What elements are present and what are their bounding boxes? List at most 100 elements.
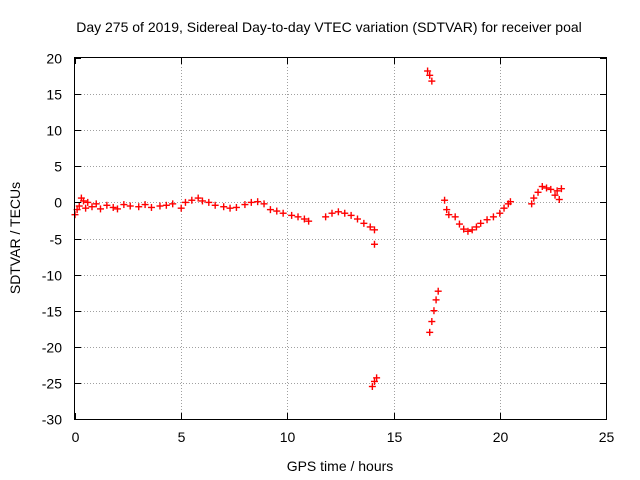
chart-title: Day 275 of 2019, Sidereal Day-to-day VTE… bbox=[76, 19, 582, 35]
data-point bbox=[430, 307, 438, 315]
data-point bbox=[188, 196, 196, 204]
data-point bbox=[477, 219, 485, 227]
data-point bbox=[368, 383, 376, 391]
y-tick-label: -15 bbox=[42, 304, 62, 320]
data-point bbox=[489, 213, 497, 221]
x-tick-label: 20 bbox=[493, 429, 509, 445]
y-tick-label: 20 bbox=[46, 51, 62, 67]
data-point bbox=[169, 200, 177, 208]
y-tick-label: -30 bbox=[42, 412, 62, 428]
data-point bbox=[434, 287, 442, 295]
data-point bbox=[260, 200, 268, 208]
data-point bbox=[79, 197, 87, 205]
data-point bbox=[428, 77, 436, 85]
data-point bbox=[211, 201, 219, 209]
data-point bbox=[305, 217, 313, 225]
data-point bbox=[162, 201, 170, 209]
data-point bbox=[426, 71, 434, 79]
data-point bbox=[528, 200, 536, 208]
data-point bbox=[328, 209, 336, 217]
x-tick-label: 5 bbox=[178, 429, 186, 445]
data-point bbox=[366, 223, 374, 231]
x-tick-label: 15 bbox=[387, 429, 403, 445]
data-point bbox=[373, 374, 381, 382]
data-point bbox=[84, 198, 92, 206]
data-point bbox=[181, 198, 189, 206]
data-point bbox=[88, 203, 96, 211]
data-point bbox=[443, 206, 451, 214]
plot-frame bbox=[74, 57, 607, 420]
data-point bbox=[135, 203, 143, 211]
x-tick-label: 10 bbox=[280, 429, 296, 445]
y-tick-label: -20 bbox=[42, 340, 62, 356]
data-point bbox=[370, 240, 378, 248]
data-point bbox=[496, 209, 504, 217]
data-point bbox=[92, 200, 100, 208]
x-axis-label: GPS time / hours bbox=[287, 458, 394, 474]
data-point bbox=[551, 191, 559, 199]
data-point bbox=[472, 223, 480, 231]
data-point bbox=[483, 216, 491, 224]
data-point bbox=[198, 197, 206, 205]
data-point bbox=[279, 209, 287, 217]
data-point bbox=[464, 227, 472, 235]
data-point bbox=[322, 213, 330, 221]
tick-layer: 0 5 10 15 20 25 -30 -25 -20 -15 -10 -5 0 5 10 15 20 bbox=[42, 51, 615, 446]
data-point bbox=[455, 220, 463, 228]
data-point bbox=[460, 225, 468, 233]
data-point bbox=[432, 296, 440, 304]
data-point bbox=[103, 201, 111, 209]
data-layer bbox=[71, 67, 565, 391]
y-tick-label: 10 bbox=[46, 123, 62, 139]
data-point bbox=[341, 209, 349, 217]
data-point bbox=[530, 194, 538, 202]
data-point bbox=[247, 198, 255, 206]
data-point bbox=[266, 206, 274, 214]
grid-layer bbox=[75, 58, 606, 419]
data-point bbox=[109, 203, 117, 211]
x-tick-label: 25 bbox=[599, 429, 615, 445]
data-point bbox=[555, 196, 563, 204]
data-point bbox=[445, 211, 453, 219]
data-point bbox=[468, 226, 476, 234]
y-tick-label: -10 bbox=[42, 268, 62, 284]
data-point bbox=[288, 211, 296, 219]
data-point bbox=[254, 198, 262, 206]
data-point bbox=[177, 204, 185, 212]
data-point bbox=[334, 208, 342, 216]
y-tick-label: 5 bbox=[54, 159, 62, 175]
data-point bbox=[353, 215, 361, 223]
data-point bbox=[506, 198, 514, 206]
data-point bbox=[120, 201, 128, 209]
data-point bbox=[205, 198, 213, 206]
data-point bbox=[424, 67, 432, 75]
data-point bbox=[557, 185, 565, 193]
data-point bbox=[451, 213, 459, 221]
data-point bbox=[141, 201, 149, 209]
data-point bbox=[96, 205, 104, 213]
y-axis-label: SDTVAR / TECUs bbox=[7, 182, 23, 294]
y-tick-label: -5 bbox=[50, 232, 63, 248]
data-point bbox=[294, 213, 302, 221]
data-point bbox=[370, 226, 378, 234]
data-point bbox=[75, 202, 83, 210]
data-point bbox=[370, 377, 378, 385]
data-point bbox=[226, 204, 234, 212]
data-point bbox=[220, 203, 228, 211]
data-point bbox=[300, 215, 308, 223]
data-point bbox=[428, 318, 436, 326]
data-point bbox=[360, 219, 368, 227]
data-point bbox=[273, 207, 281, 215]
data-point bbox=[534, 188, 542, 196]
y-tick-label: 15 bbox=[46, 87, 62, 103]
data-point bbox=[538, 183, 546, 191]
data-point bbox=[82, 204, 90, 212]
data-point bbox=[156, 202, 164, 210]
data-point bbox=[113, 205, 121, 213]
x-tick-label: 0 bbox=[72, 429, 80, 445]
data-point bbox=[441, 196, 449, 204]
data-point bbox=[147, 203, 155, 211]
data-point bbox=[547, 185, 555, 193]
data-point bbox=[232, 203, 240, 211]
